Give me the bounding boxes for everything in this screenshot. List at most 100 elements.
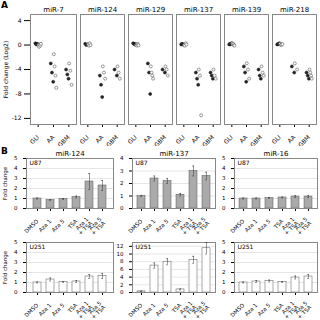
svg-text:10: 10 — [117, 251, 124, 257]
svg-text:U87: U87 — [30, 159, 42, 166]
svg-text:Fold change: Fold change — [2, 166, 9, 200]
svg-text:5: 5 — [14, 239, 18, 245]
svg-text:Aza 5: Aza 5 — [256, 302, 271, 317]
svg-text:4: 4 — [120, 155, 124, 161]
svg-text:-12: -12 — [12, 114, 22, 121]
svg-text:miR-218: miR-218 — [280, 6, 309, 14]
svg-text:3: 3 — [222, 175, 226, 181]
svg-text:3: 3 — [14, 259, 18, 265]
svg-text:AA: AA — [94, 133, 106, 145]
svg-text:2: 2 — [120, 282, 124, 288]
svg-text:5: 5 — [222, 239, 226, 245]
svg-text:GLI: GLI — [126, 133, 138, 145]
svg-text:GLI: GLI — [174, 133, 186, 145]
svg-text:GBM: GBM — [200, 133, 215, 146]
svg-text:0: 0 — [222, 205, 226, 211]
svg-text:5: 5 — [222, 155, 226, 161]
svg-text:DMSO: DMSO — [127, 302, 144, 319]
svg-text:Fold change: Fold change — [2, 250, 9, 284]
svg-text:AA: AA — [238, 133, 250, 145]
svg-text:GBM: GBM — [152, 133, 167, 146]
svg-text:GLI: GLI — [270, 133, 282, 145]
svg-text:miR-129: miR-129 — [136, 6, 165, 14]
svg-text:Aza 1: Aza 1 — [243, 302, 258, 317]
svg-text:0: 0 — [14, 289, 18, 295]
svg-text:miR-137: miR-137 — [159, 150, 188, 158]
svg-text:miR-139: miR-139 — [232, 6, 261, 14]
svg-text:Aza 5+ TSA: Aza 5+ TSA — [86, 216, 107, 236]
svg-text:DMSO: DMSO — [23, 218, 40, 235]
svg-text:2: 2 — [14, 269, 18, 275]
svg-text:0: 0 — [18, 41, 22, 48]
svg-text:2: 2 — [222, 185, 226, 191]
svg-text:DMSO: DMSO — [23, 302, 40, 319]
svg-text:miR-137: miR-137 — [184, 6, 213, 14]
svg-text:GBM: GBM — [296, 133, 311, 146]
svg-text:miR-7: miR-7 — [43, 6, 63, 14]
svg-text:AA: AA — [142, 133, 154, 145]
svg-text:Aza 5: Aza 5 — [154, 218, 169, 233]
svg-text:miR-16: miR-16 — [264, 150, 289, 158]
svg-text:Aza 5: Aza 5 — [50, 302, 65, 317]
svg-text:0: 0 — [222, 289, 226, 295]
svg-text:Aza 5: Aza 5 — [256, 218, 271, 233]
svg-text:Aza 1: Aza 1 — [141, 218, 156, 233]
svg-text:0: 0 — [120, 289, 124, 295]
svg-text:2: 2 — [14, 185, 18, 191]
svg-text:GLI: GLI — [78, 133, 90, 145]
svg-text:Aza 1: Aza 1 — [141, 302, 156, 317]
svg-text:1: 1 — [120, 193, 124, 199]
svg-text:AA: AA — [286, 133, 298, 145]
svg-text:2: 2 — [120, 180, 124, 186]
svg-text:5: 5 — [14, 155, 18, 161]
svg-text:GBM: GBM — [104, 133, 119, 146]
svg-text:U87: U87 — [238, 159, 250, 166]
svg-text:Fold change (Log2): Fold change (Log2) — [2, 41, 10, 99]
svg-text:3: 3 — [222, 259, 226, 265]
svg-text:DMSO: DMSO — [229, 218, 246, 235]
svg-text:4: 4 — [120, 274, 124, 280]
svg-text:0: 0 — [120, 205, 124, 211]
svg-text:1: 1 — [222, 195, 226, 201]
svg-text:6: 6 — [120, 266, 124, 272]
svg-text:4: 4 — [14, 249, 18, 255]
svg-text:Aza 1: Aza 1 — [37, 218, 52, 233]
svg-text:Aza 5: Aza 5 — [154, 302, 169, 317]
svg-text:U251: U251 — [238, 243, 254, 250]
svg-text:0: 0 — [14, 205, 18, 211]
svg-text:miR-124: miR-124 — [88, 6, 118, 14]
svg-text:Aza 5+ TSA: Aza 5+ TSA — [86, 300, 107, 320]
svg-text:GBM: GBM — [56, 133, 71, 146]
svg-text:12: 12 — [117, 243, 124, 249]
svg-text:U251: U251 — [136, 243, 152, 250]
svg-text:1: 1 — [14, 279, 18, 285]
svg-text:U251: U251 — [30, 243, 46, 250]
svg-text:Aza 1: Aza 1 — [37, 302, 52, 317]
svg-text:GLI: GLI — [28, 133, 40, 145]
svg-text:4: 4 — [14, 165, 18, 171]
svg-text:GBM: GBM — [248, 133, 263, 146]
svg-text:DMSO: DMSO — [229, 302, 246, 319]
svg-text:Aza 1: Aza 1 — [243, 218, 258, 233]
svg-text:1: 1 — [222, 279, 226, 285]
svg-text:Aza 5+ TSA: Aza 5+ TSA — [292, 216, 313, 236]
svg-text:AA: AA — [45, 133, 57, 145]
svg-text:Aza 5: Aza 5 — [50, 218, 65, 233]
svg-text:8: 8 — [120, 258, 124, 264]
svg-text:Aza 5+ TSA: Aza 5+ TSA — [190, 300, 211, 320]
svg-text:2: 2 — [222, 269, 226, 275]
svg-text:3: 3 — [120, 168, 124, 174]
svg-text:4: 4 — [222, 249, 226, 255]
svg-text:DMSO: DMSO — [127, 218, 144, 235]
svg-text:U87: U87 — [136, 159, 148, 166]
svg-text:1: 1 — [14, 195, 18, 201]
svg-text:4: 4 — [222, 165, 226, 171]
svg-text:-4: -4 — [16, 65, 22, 72]
svg-text:3: 3 — [14, 175, 18, 181]
svg-text:miR-124: miR-124 — [55, 150, 85, 158]
svg-text:Aza 5+ TSA: Aza 5+ TSA — [292, 300, 313, 320]
svg-text:Aza 5+ TSA: Aza 5+ TSA — [190, 216, 211, 236]
svg-text:GLI: GLI — [222, 133, 234, 145]
svg-text:AA: AA — [190, 133, 202, 145]
svg-text:-8: -8 — [16, 90, 22, 97]
